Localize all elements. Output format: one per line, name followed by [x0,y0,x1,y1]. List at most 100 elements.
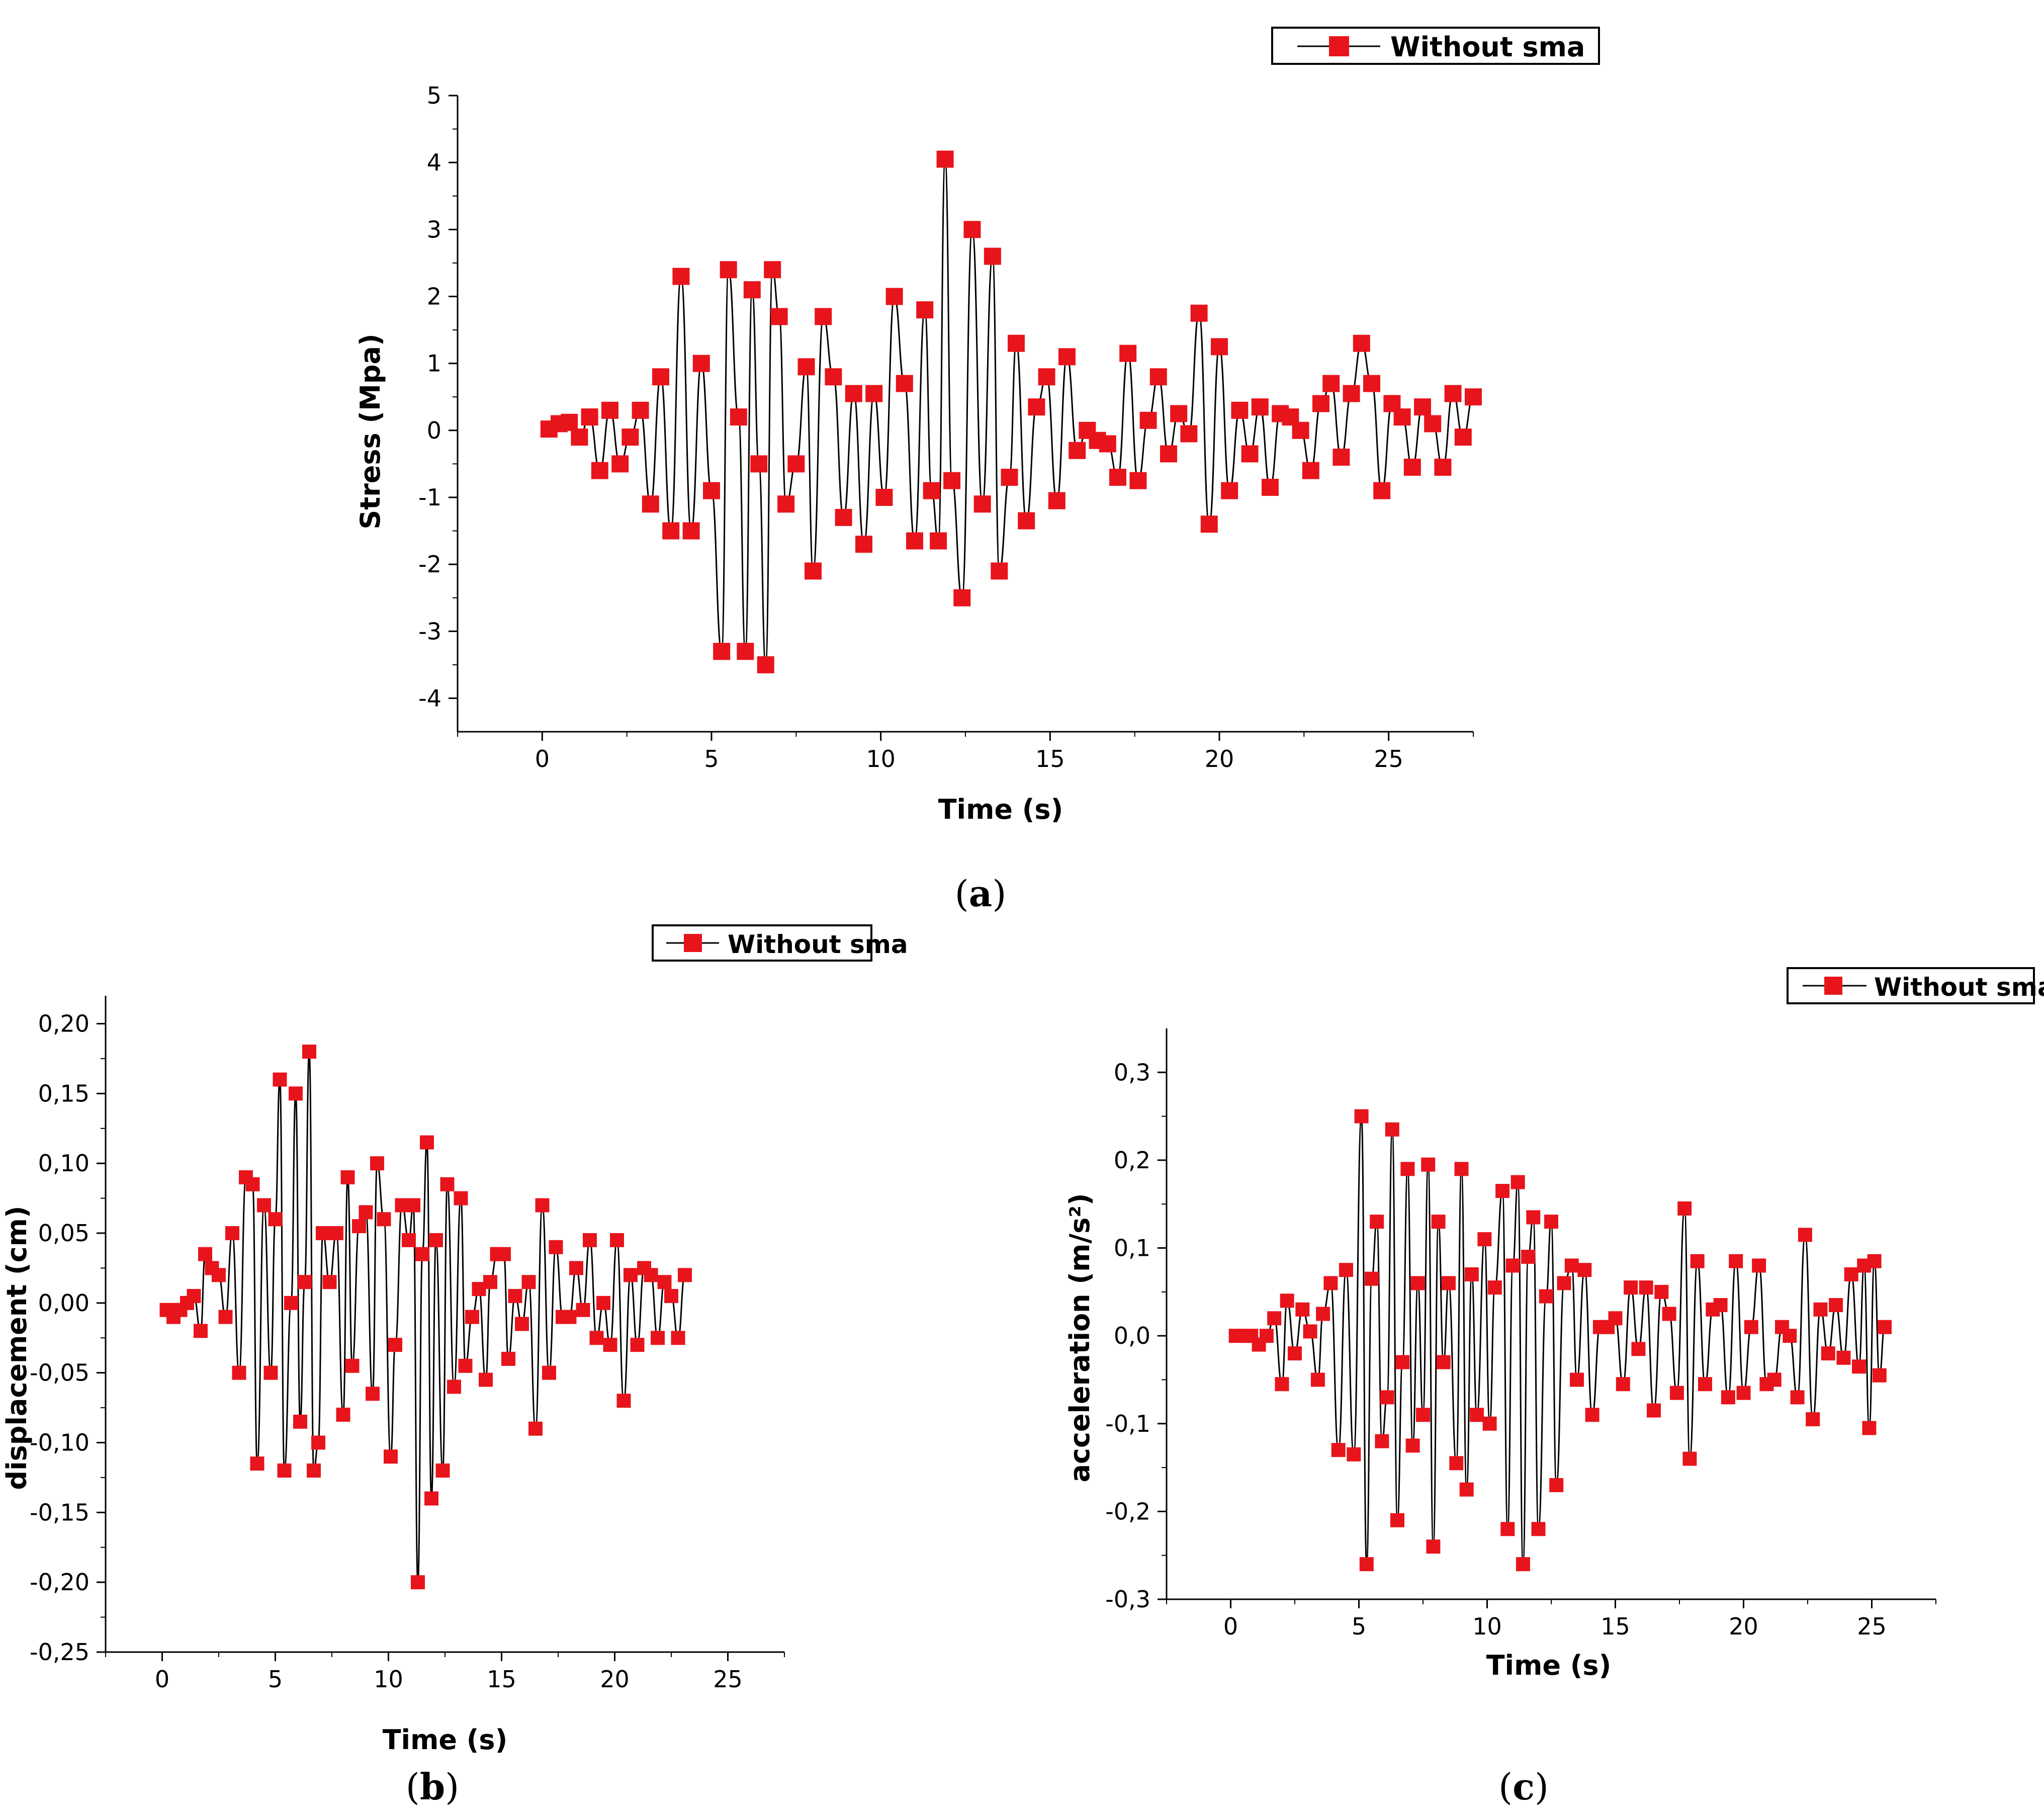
panel-a-stress-chart: 0 5 10 15 20 25 -4 -3 -2 -1 0 1 2 3 4 5 Time (s) Stress… [354,27,1600,825]
stress-legend-label: Without sma [1390,31,1585,63]
stress-data-point [1434,459,1452,476]
stress-data-point [1444,385,1462,402]
stress-data-point [703,482,720,499]
acceleration-data-point [1570,1372,1584,1387]
stress-data-point [865,385,883,402]
displacement-data-point [616,1394,631,1408]
displacement-data-point [630,1338,645,1352]
stress-data-point [764,261,781,279]
acceleration-data-point [1721,1390,1735,1405]
stress-y-tick-label: 1 [427,350,441,377]
displacement-data-point [435,1463,450,1478]
acceleration-data-point [1487,1280,1502,1295]
displacement-data-point [218,1310,233,1324]
displacement-data-point [569,1261,583,1275]
acceleration-data-point [1798,1228,1812,1242]
displacement-x-tick-label: 15 [487,1666,516,1693]
stress-data-point [591,462,608,479]
displacement-data-point [651,1331,665,1345]
displacement-data-point [603,1338,617,1352]
acceleration-data-point [1400,1162,1415,1176]
stress-data-point [805,562,822,580]
acceleration-data-point [1331,1443,1346,1457]
displacement-y-tick-label: -0,05 [30,1359,90,1387]
displacement-data-point [302,1045,316,1059]
stress-x-tick-label: 15 [1035,745,1065,772]
acceleration-data-point [1316,1307,1330,1321]
displacement-legend-box [652,924,872,962]
stress-data-point [1465,388,1482,406]
displacement-legend-marker-icon [684,934,702,952]
acceleration-y-tick-label: -0,1 [1105,1410,1150,1437]
stress-data-point [1119,344,1137,362]
stress-data-point [953,589,971,607]
stress-data-point [1099,435,1116,453]
stress-plot-area: 0 5 10 15 20 25 -4 -3 -2 -1 0 1 2 3 4 5 [418,82,1482,772]
acceleration-data-point [1669,1386,1684,1400]
stress-x-tick-label: 20 [1205,745,1234,772]
stress-data-point [1180,425,1198,443]
displacement-data-point [657,1275,672,1289]
stress-data-point [1454,428,1472,446]
displacement-x-tick-label: 25 [713,1666,743,1693]
stress-y-tick-label: -2 [418,551,441,578]
stress-data-point [984,247,1001,265]
displacement-data-point [225,1226,239,1241]
displacement-y-tick-label: 0,05 [38,1220,90,1247]
stress-y-tick-label: 4 [427,149,441,176]
acceleration-data-point [1631,1342,1646,1356]
acceleration-data-point [1690,1254,1705,1268]
displacement-data-point [187,1288,201,1303]
acceleration-data-point [1806,1412,1820,1427]
stress-data-point [1028,398,1045,416]
displacement-data-point [589,1331,604,1345]
stress-x-tick-label: 10 [866,745,896,772]
displacement-data-point [664,1288,678,1303]
stress-data-point [936,150,954,168]
acceleration-data-point [1495,1184,1510,1198]
displacement-data-point [268,1212,283,1227]
acceleration-data-point [1339,1263,1353,1277]
acceleration-data-point [1713,1298,1728,1313]
displacement-data-point [245,1177,260,1191]
acceleration-data-point [1608,1311,1623,1326]
stress-data-point [1200,515,1218,533]
displacement-data-point [289,1086,303,1101]
stress-data-point [1292,421,1309,439]
acceleration-data-point [1752,1258,1766,1273]
stress-data-point [1363,375,1380,392]
stress-x-axis-title: Time (s) [938,794,1063,825]
displacement-data-point [562,1310,577,1324]
displacement-y-tick-label: 0,00 [38,1289,90,1317]
stress-data-point [1424,415,1442,433]
stress-data-point [923,482,940,499]
stress-data-point [1373,482,1391,499]
displacement-data-point [440,1177,455,1191]
stress-data-point [963,221,981,238]
acceleration-data-point [1365,1271,1379,1286]
displacement-y-tick-label: 0,15 [38,1080,90,1107]
stress-data-point [930,532,947,550]
acceleration-data-point [1836,1350,1851,1365]
stress-data-point [1160,445,1177,463]
stress-data-point [730,408,747,426]
stress-data-point [896,375,913,392]
displacement-data-point [359,1205,373,1220]
acceleration-x-tick-label: 0 [1223,1613,1238,1640]
acceleration-data-point [1647,1403,1661,1418]
acceleration-data-point [1288,1346,1302,1361]
acceleration-data-point [1852,1359,1866,1374]
displacement-data-point [576,1303,590,1317]
displacement-data-point [277,1463,292,1478]
displacement-data-point [483,1275,497,1289]
acceleration-data-point [1359,1557,1374,1572]
stress-data-point [1332,449,1350,466]
acceleration-data-point [1783,1329,1797,1343]
displacement-data-point [497,1247,511,1261]
displacement-data-point [311,1435,325,1450]
acceleration-data-point [1259,1329,1274,1343]
displacement-data-point [508,1288,522,1303]
stress-data-point [1322,375,1340,392]
stress-data-point [1403,459,1421,476]
acceleration-data-point [1821,1346,1835,1361]
